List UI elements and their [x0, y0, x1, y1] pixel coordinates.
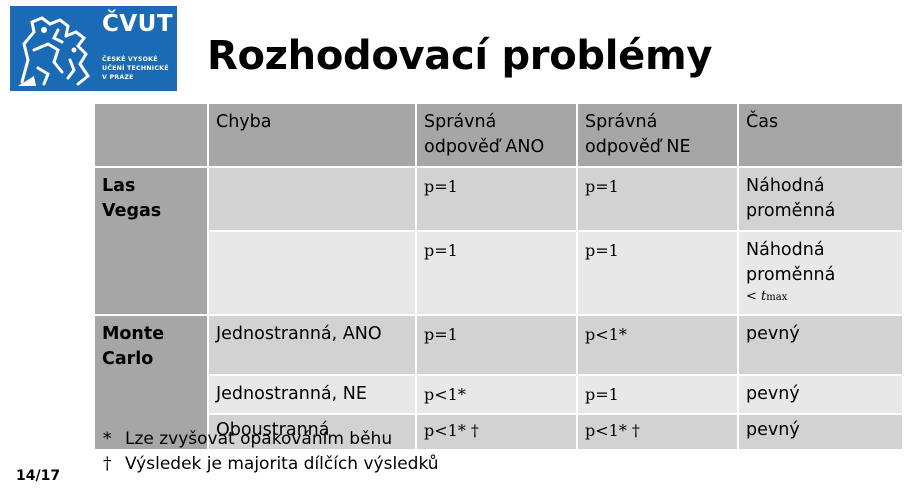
- footnote-dagger: † Výsledek je majorita dílčích výsledků: [103, 453, 439, 475]
- logo-subtitle-line: UČENÍ TECHNICKÉ: [102, 65, 169, 72]
- footnote-asterisk: * Lze zvyšovat opakováním běhu: [103, 428, 392, 450]
- slide-title: Rozhodovací problémy: [207, 33, 713, 79]
- footnote-text: Výsledek je majorita dílčích výsledků: [125, 454, 439, 474]
- header-cell: [93, 102, 209, 168]
- table-row: Jednostranná, NE p<1* p=1 pevný: [94, 374, 904, 415]
- cell-ano: p=1: [415, 314, 578, 376]
- footnote-mark: *: [103, 429, 112, 449]
- tmax-label: < t: [746, 289, 767, 304]
- cell-cas-tmax: < tmax: [746, 288, 895, 307]
- logo-subtitle: ČESKÉ VYSOKÉ UČENÍ TECHNICKÉ V PRAZE: [102, 55, 169, 82]
- cell-ano: p=1: [415, 166, 578, 232]
- cell-cas: pevný: [737, 374, 904, 415]
- logo-subtitle-line: V PRAZE: [102, 74, 134, 81]
- header-cell-ne: Správná odpověď NE: [576, 102, 739, 168]
- group-monte-carlo: Monte Carlo: [93, 314, 209, 451]
- cell-chyba: [207, 230, 417, 316]
- table-header-row: Chyba Správná odpověď ANO Správná odpově…: [93, 102, 904, 168]
- header-cell-cas: Čas: [737, 102, 904, 168]
- footnote-mark: †: [103, 454, 112, 474]
- cell-ne: p<1* †: [576, 413, 739, 451]
- cell-chyba: Jednostranná, ANO: [207, 314, 417, 376]
- cell-ne: p=1: [576, 374, 739, 415]
- cell-ano: p<1*: [415, 374, 578, 415]
- cell-ne: p=1: [576, 230, 739, 316]
- header-cell-chyba: Chyba: [207, 102, 417, 168]
- cell-cas-text: Náhodná proměnná: [746, 240, 836, 285]
- page-number: 14/17: [16, 468, 61, 484]
- cell-cas: Náhodná proměnná < tmax: [737, 230, 904, 316]
- table-row: Oboustranná p<1* † p<1* † pevný: [94, 413, 904, 451]
- table-row: Las Vegas p=1 p=1 Náhodná proměnná: [93, 166, 904, 316]
- logo-subtitle-line: ČESKÉ VYSOKÉ: [102, 56, 158, 63]
- cell-cas: Náhodná proměnná: [737, 166, 904, 232]
- cell-cas: pevný: [737, 314, 904, 376]
- table-row: Monte Carlo Jednostranná, ANO p=1 p<1* p…: [93, 314, 904, 451]
- logo-wordmark: ČVUT: [102, 11, 174, 37]
- tmax-subscript: max: [766, 292, 788, 303]
- cell-chyba: Oboustranná: [207, 413, 417, 451]
- footnote-text: Lze zvyšovat opakováním běhu: [125, 429, 393, 449]
- cell-ne: p=1: [576, 166, 739, 232]
- cell-cas: pevný: [737, 413, 904, 451]
- comparison-table: Chyba Správná odpověď ANO Správná odpově…: [93, 102, 904, 451]
- cell-ano: p=1: [415, 230, 578, 316]
- cvut-logo: ČVUT ČESKÉ VYSOKÉ UČENÍ TECHNICKÉ V PRAZ…: [10, 6, 177, 91]
- cell-chyba: [207, 166, 417, 232]
- header-cell-ano: Správná odpověď ANO: [415, 102, 578, 168]
- lion-emblem-icon: [14, 10, 96, 90]
- cell-chyba: Jednostranná, NE: [207, 374, 417, 415]
- cell-ne: p<1*: [576, 314, 739, 376]
- group-las-vegas: Las Vegas: [93, 166, 209, 316]
- cell-ano: p<1* †: [415, 413, 578, 451]
- table-row: p=1 p=1 Náhodná proměnná < tmax: [94, 230, 904, 316]
